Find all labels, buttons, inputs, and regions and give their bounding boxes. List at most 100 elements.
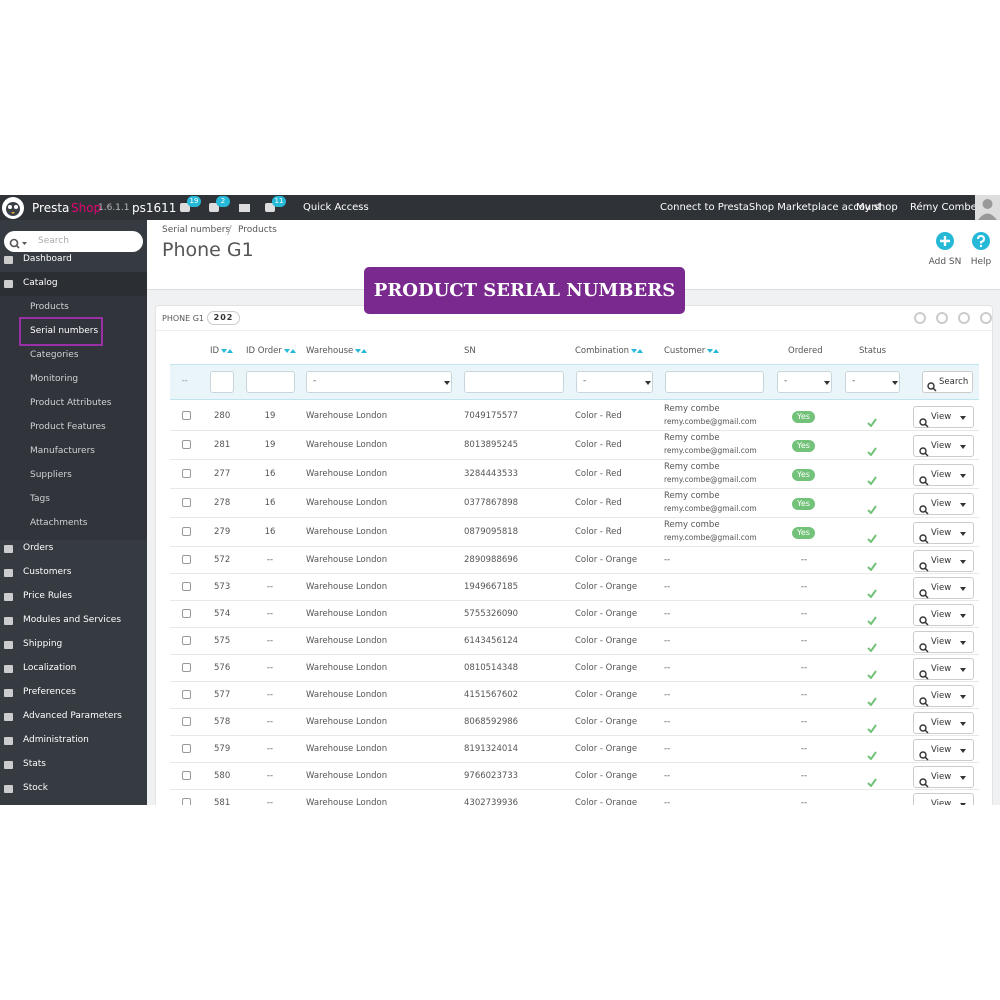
column-header[interactable]: ID <box>210 346 220 356</box>
view-caret[interactable] <box>960 613 966 618</box>
view-caret[interactable] <box>960 559 966 564</box>
view-caret[interactable] <box>960 415 966 420</box>
view-button[interactable]: View <box>913 603 974 626</box>
filter-input[interactable] <box>665 371 764 393</box>
filter-input[interactable] <box>246 371 295 393</box>
row-checkbox[interactable] <box>182 662 191 672</box>
row-checkbox[interactable] <box>182 608 191 618</box>
view-button[interactable]: View <box>913 711 974 734</box>
sort-arrows[interactable] <box>713 349 720 353</box>
view-caret[interactable] <box>960 502 966 507</box>
row-checkbox[interactable] <box>182 797 191 805</box>
search-placeholder[interactable]: Search <box>38 236 69 246</box>
row-checkbox[interactable] <box>182 716 191 726</box>
row-checkbox[interactable] <box>182 770 191 780</box>
user-menu[interactable]: Rémy Combe <box>910 202 977 213</box>
column-header[interactable]: Warehouse <box>306 346 354 356</box>
menu-item[interactable]: Catalog <box>23 278 58 288</box>
sort-arrows[interactable] <box>289 349 296 353</box>
submenu-item[interactable]: Manufacturers <box>30 446 95 456</box>
submenu-item[interactable]: Suppliers <box>30 470 72 480</box>
menu-item[interactable]: Customers <box>23 567 72 577</box>
filter-input[interactable] <box>210 371 234 393</box>
view-caret[interactable] <box>960 640 966 645</box>
filter-select[interactable]: - <box>306 371 452 393</box>
submenu-item[interactable]: Categories <box>30 350 79 360</box>
column-header[interactable]: Customer <box>664 346 706 356</box>
submenu-item[interactable]: Tags <box>30 494 50 504</box>
view-button[interactable]: View <box>913 549 974 572</box>
notification-icon[interactable] <box>265 203 275 212</box>
view-button[interactable]: View <box>913 492 974 515</box>
sort-arrows[interactable] <box>637 349 644 353</box>
connect-link[interactable]: Connect to PrestaShop Marketplace accoun… <box>660 202 882 213</box>
view-caret[interactable] <box>960 748 966 753</box>
panel-action[interactable] <box>914 312 926 324</box>
submenu-item[interactable]: Attachments <box>30 518 88 528</box>
filter-select[interactable]: - <box>576 371 653 393</box>
view-button[interactable]: View <box>913 738 974 761</box>
search-button[interactable]: Search <box>922 371 973 393</box>
envelope-icon[interactable] <box>239 204 250 212</box>
view-caret[interactable] <box>960 667 966 672</box>
view-button[interactable]: View <box>913 405 974 428</box>
row-checkbox[interactable] <box>182 497 191 507</box>
view-button[interactable]: View <box>913 463 974 486</box>
view-caret[interactable] <box>960 775 966 780</box>
menu-item[interactable]: Stock <box>23 783 48 793</box>
row-checkbox[interactable] <box>182 635 191 645</box>
quick-access[interactable]: Quick Access <box>303 202 369 213</box>
row-checkbox[interactable] <box>182 439 191 449</box>
panel-action[interactable] <box>980 312 992 324</box>
breadcrumb[interactable]: Serial numbers <box>162 225 231 235</box>
view-caret[interactable] <box>960 444 966 449</box>
submenu-item[interactable]: Monitoring <box>30 374 79 384</box>
sort-arrows[interactable] <box>283 349 290 353</box>
menu-item[interactable]: Modules and Services <box>23 615 122 625</box>
breadcrumb[interactable]: Products <box>238 225 277 235</box>
view-caret[interactable] <box>960 802 966 805</box>
view-caret[interactable] <box>960 721 966 726</box>
notification-icon[interactable] <box>209 203 219 212</box>
sort-arrows[interactable] <box>707 349 714 353</box>
menu-item[interactable]: Orders <box>23 543 54 553</box>
sort-arrows[interactable] <box>631 349 638 353</box>
view-button[interactable]: View <box>913 630 974 653</box>
menu-item[interactable]: Advanced Parameters <box>23 711 122 721</box>
view-caret[interactable] <box>960 586 966 591</box>
menu-item[interactable]: Administration <box>23 735 89 745</box>
view-button[interactable]: View <box>913 576 974 599</box>
menu-item[interactable]: Shipping <box>23 639 63 649</box>
submenu-item[interactable]: Products <box>30 302 69 312</box>
view-button[interactable]: View <box>913 521 974 544</box>
row-checkbox[interactable] <box>182 689 191 699</box>
filter-select[interactable]: - <box>845 371 900 393</box>
sort-arrows[interactable] <box>221 349 228 353</box>
filter-input[interactable] <box>464 371 564 393</box>
toolbar-button[interactable]: Add SN <box>928 257 962 267</box>
row-checkbox[interactable] <box>182 410 191 420</box>
column-header[interactable]: ID Order <box>246 346 282 356</box>
row-checkbox[interactable] <box>182 743 191 753</box>
menu-item[interactable]: Preferences <box>23 687 76 697</box>
view-caret[interactable] <box>960 473 966 478</box>
row-checkbox[interactable] <box>182 554 191 564</box>
sort-arrows[interactable] <box>355 349 362 353</box>
column-header[interactable]: Combination <box>575 346 630 356</box>
view-button[interactable]: View <box>913 765 974 788</box>
view-button[interactable]: View <box>913 657 974 680</box>
panel-action[interactable] <box>958 312 970 324</box>
row-checkbox[interactable] <box>182 526 191 536</box>
view-button[interactable]: View <box>913 434 974 457</box>
row-checkbox[interactable] <box>182 468 191 478</box>
notification-icon[interactable] <box>180 203 190 212</box>
menu-item[interactable]: Localization <box>23 663 77 673</box>
menu-item[interactable]: Price Rules <box>23 591 73 601</box>
sort-arrows[interactable] <box>361 349 368 353</box>
submenu-item[interactable]: Product Attributes <box>30 398 112 408</box>
submenu-item[interactable]: Serial numbers <box>30 326 99 336</box>
menu-item[interactable]: Stats <box>23 759 46 769</box>
my-shop-link[interactable]: My shop <box>856 202 898 213</box>
view-button[interactable]: View <box>913 792 974 805</box>
view-caret[interactable] <box>960 694 966 699</box>
